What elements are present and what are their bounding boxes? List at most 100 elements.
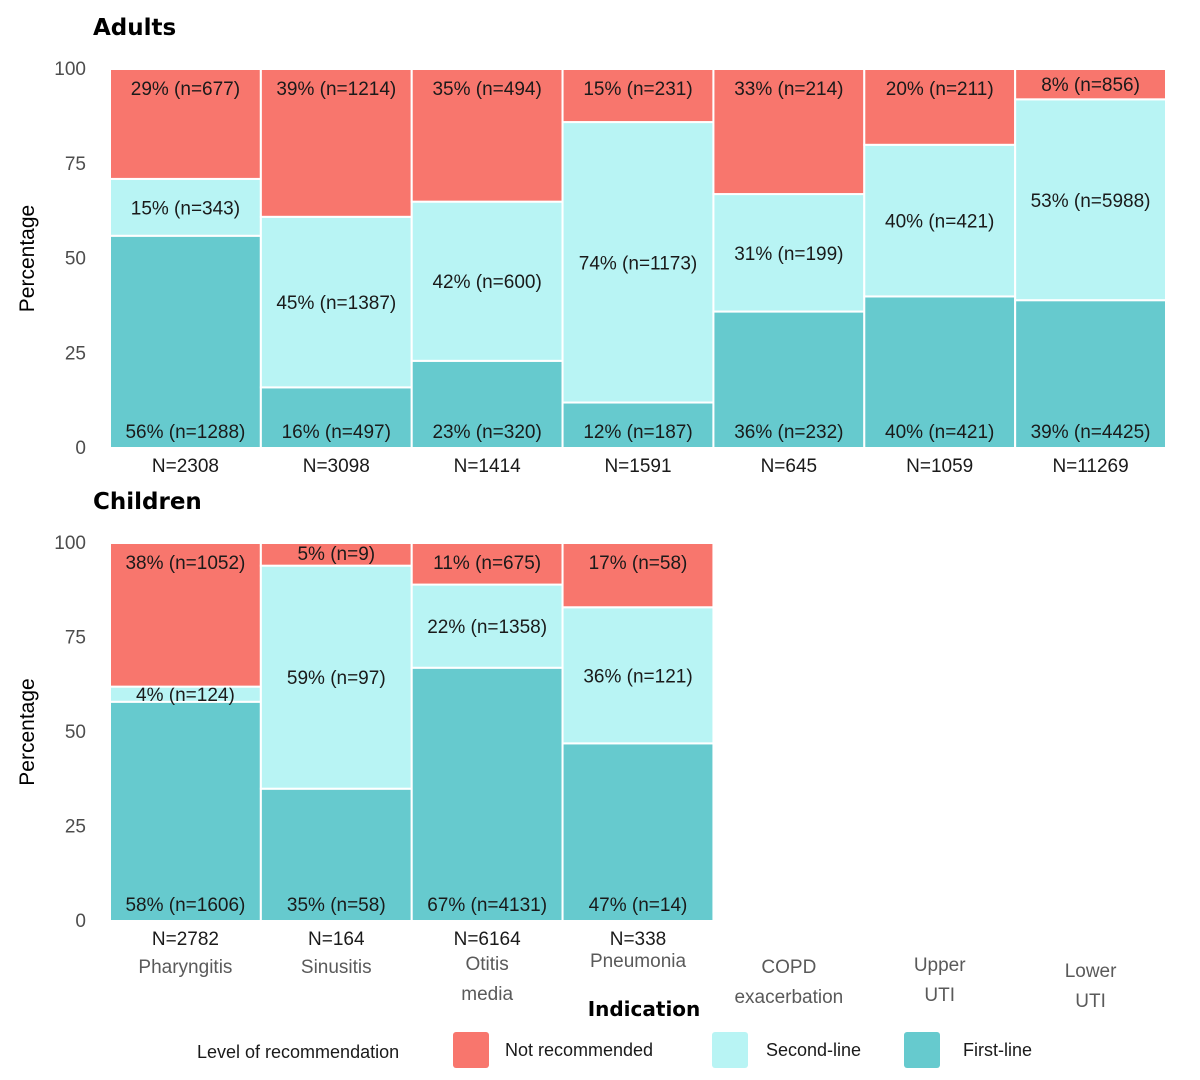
segment-label: 56% (n=1288) xyxy=(125,422,245,443)
x-category-label-line: exacerbation xyxy=(734,987,843,1008)
segment-first-line xyxy=(561,742,715,923)
segment-label: 33% (n=214) xyxy=(734,79,843,100)
segment-first-line xyxy=(712,310,866,449)
bar-copd-exacerbation: 36% (n=232) 31% (n=199) 33% (n=214) N=645 xyxy=(712,68,866,477)
segment-label: 53% (n=5988) xyxy=(1031,191,1151,212)
segment-label: 22% (n=1358) xyxy=(427,617,547,638)
x-category-label-line: Otitis xyxy=(466,954,509,975)
x-category-label-line: Pharyngitis xyxy=(138,957,232,978)
segment-label: 35% (n=494) xyxy=(432,79,541,100)
y-tick-label: 50 xyxy=(65,249,86,270)
segment-not-recommended xyxy=(109,542,262,688)
panels-layer: Adults 0 25 50 75 100 Percentage 56% (n=1288) 15… xyxy=(16,15,1168,950)
segment-label: 67% (n=4131) xyxy=(427,895,547,916)
bar-otitis-media: 67% (n=4131) 22% (n=1358) 11% (n=675) N=616… xyxy=(410,542,564,950)
x-axis-title: Indication xyxy=(588,997,701,1021)
legend: Level of recommendation Not recommended S… xyxy=(197,1032,1032,1068)
x-category-label-line: Lower xyxy=(1065,961,1117,982)
segment-label: 36% (n=232) xyxy=(734,422,843,443)
legend-title: Level of recommendation xyxy=(197,1042,399,1062)
x-category-label-line: Pneumonia xyxy=(590,951,687,972)
legend-swatch xyxy=(712,1032,748,1068)
legend-item-second-line: Second-line xyxy=(712,1032,861,1068)
segment-label: 42% (n=600) xyxy=(432,272,541,293)
y-tick-label: 50 xyxy=(65,722,86,743)
x-category-label-line: UTI xyxy=(1075,991,1106,1012)
n-total-label: N=3098 xyxy=(303,456,370,477)
x-category-label: Lower UTI xyxy=(1065,961,1117,1012)
segment-not-recommended xyxy=(1014,68,1168,101)
x-category-label: COPD exacerbation xyxy=(734,957,843,1008)
y-axis-title: Percentage xyxy=(16,678,39,785)
segment-label: 8% (n=856) xyxy=(1041,75,1140,96)
x-axis: Pharyngitis Sinusitis Otitis media Pneumonia… xyxy=(138,951,1117,1012)
n-total-label: N=164 xyxy=(308,929,365,950)
y-tick-label: 100 xyxy=(54,533,86,554)
segment-label: 16% (n=497) xyxy=(282,422,391,443)
bar-otitis-media: 23% (n=320) 42% (n=600) 35% (n=494) N=1414 xyxy=(410,68,564,477)
segment-label: 35% (n=58) xyxy=(287,895,386,916)
segment-label: 38% (n=1052) xyxy=(125,553,245,574)
legend-item-not-recommended: Not recommended xyxy=(453,1032,653,1068)
segment-second-line xyxy=(109,177,262,237)
segment-second-line xyxy=(259,215,413,389)
segment-not-recommended xyxy=(561,542,715,609)
panel-children: Children 0 25 50 75 100 Percentage 58% (n=1606)… xyxy=(16,489,715,950)
legend-swatch xyxy=(453,1032,489,1068)
segment-label: 36% (n=121) xyxy=(583,666,692,687)
x-category-label: Upper UTI xyxy=(914,955,966,1006)
y-tick-label: 75 xyxy=(65,154,86,175)
bar-pharyngitis: 58% (n=1606) 4% (n=124) 38% (n=1052) N=2782 xyxy=(109,542,262,950)
n-total-label: N=645 xyxy=(761,456,818,477)
x-category-label-line: COPD xyxy=(761,957,816,978)
segment-second-line xyxy=(410,200,564,362)
y-tick-label: 75 xyxy=(65,628,86,649)
legend-item-first-line: First-line xyxy=(904,1032,1032,1068)
segment-not-recommended xyxy=(712,68,866,196)
x-category-label: Sinusitis xyxy=(301,957,372,978)
n-total-label: N=2782 xyxy=(152,929,219,950)
segment-first-line xyxy=(1014,299,1168,449)
bar-pharyngitis: 56% (n=1288) 15% (n=343) 29% (n=677) N=2308 xyxy=(109,68,262,477)
bar-sinusitis: 16% (n=497) 45% (n=1387) 39% (n=1214) N=309… xyxy=(259,68,413,477)
segment-not-recommended xyxy=(109,68,262,180)
bar-upper-uti: 40% (n=421) 40% (n=421) 20% (n=211) N=1059 xyxy=(863,68,1017,477)
panel-title: Children xyxy=(93,489,202,515)
segment-label: 29% (n=677) xyxy=(131,79,240,100)
segment-label: 39% (n=4425) xyxy=(1031,422,1151,443)
segment-first-line xyxy=(109,700,262,923)
segment-label: 11% (n=675) xyxy=(433,553,541,574)
n-total-label: N=1591 xyxy=(604,456,671,477)
n-total-label: N=2308 xyxy=(152,456,219,477)
segment-second-line xyxy=(259,564,413,790)
segment-label: 5% (n=9) xyxy=(297,544,375,565)
x-category-label: Otitis media xyxy=(461,954,513,1005)
x-category-label: Pneumonia xyxy=(590,951,687,972)
x-category-label-line: Upper xyxy=(914,955,966,976)
segment-label: 58% (n=1606) xyxy=(125,895,245,916)
n-total-label: N=1414 xyxy=(454,456,522,477)
segment-first-line xyxy=(561,401,715,449)
segment-label: 15% (n=231) xyxy=(583,79,692,100)
bar-pneumonia: 12% (n=187) 74% (n=1173) 15% (n=231) N=1591 xyxy=(561,68,715,477)
y-tick-label: 0 xyxy=(75,911,86,932)
legend-label: Second-line xyxy=(766,1040,861,1060)
n-total-label: N=6164 xyxy=(454,929,522,950)
legend-label: Not recommended xyxy=(505,1040,653,1060)
segment-label: 59% (n=97) xyxy=(287,668,386,689)
x-category-label-line: media xyxy=(461,984,513,1005)
segment-second-line xyxy=(712,193,866,313)
segment-label: 45% (n=1387) xyxy=(276,293,396,314)
segment-label: 40% (n=421) xyxy=(885,422,994,443)
segment-label: 23% (n=320) xyxy=(432,422,541,443)
segment-label: 39% (n=1214) xyxy=(276,79,396,100)
y-axis-title: Percentage xyxy=(16,205,39,312)
segment-not-recommended xyxy=(259,68,413,218)
n-total-label: N=338 xyxy=(610,929,667,950)
bar-sinusitis: 35% (n=58) 59% (n=97) 5% (n=9) N=164 xyxy=(259,542,413,950)
segment-label: 17% (n=58) xyxy=(589,553,688,574)
y-tick-label: 0 xyxy=(75,438,86,459)
segment-second-line xyxy=(1014,98,1168,302)
y-tick-label: 100 xyxy=(54,59,86,80)
